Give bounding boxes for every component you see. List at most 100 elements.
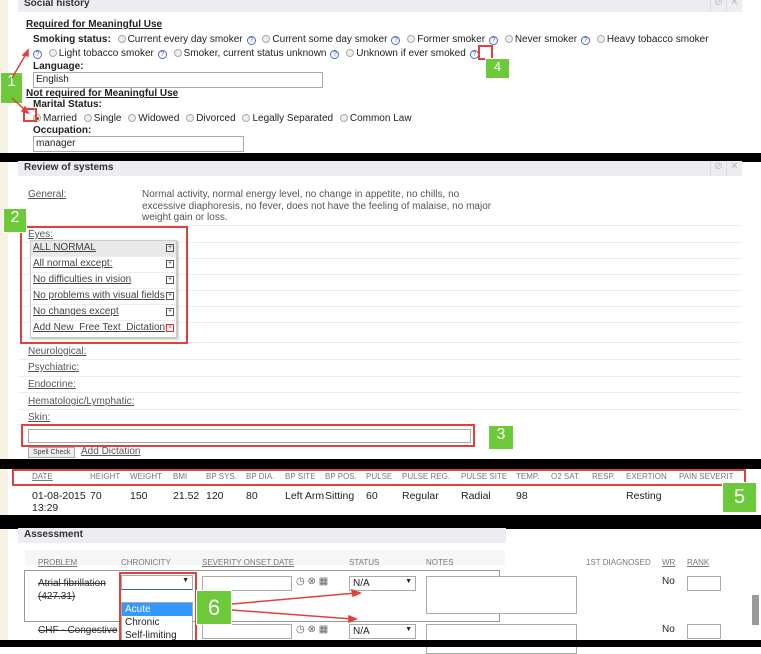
vitals-cell: Regular [402,490,439,502]
help-icon[interactable]: ? [157,50,167,59]
smoking-radio[interactable] [596,35,605,43]
system-neurological[interactable]: Neurological: [28,346,87,357]
vitals-column-header: BP POS. [325,472,357,481]
assessment-column-header[interactable]: WR [662,558,676,567]
clear-icon[interactable]: ⊗ [307,576,316,587]
rank-input[interactable] [687,624,721,639]
onset-date-input[interactable] [202,576,292,591]
assessment-column-header: CHRONICITY [121,558,171,567]
callout-box-textarea [21,424,475,447]
expand-icon[interactable]: + [166,244,174,252]
spell-check-button[interactable]: Spell Check [28,447,76,458]
onset-date-input[interactable] [202,624,292,639]
close-icon[interactable]: ✕ [726,0,742,12]
option-chronic[interactable]: Chronic [125,617,160,628]
smoking-radio[interactable] [173,49,182,57]
general-text: Normal activity, normal energy level, no… [142,189,492,223]
occupation-input[interactable]: manager [33,136,244,152]
marital-radio-selected[interactable] [33,114,41,122]
marital-option: Divorced [196,113,236,124]
date-tools: ◷ ⊗ ▦ [296,576,328,587]
add-dictation-link[interactable]: Add Dictation [81,446,141,457]
status-select[interactable]: N/A ▼ [349,624,416,639]
smoking-radio[interactable] [48,49,57,57]
add-new-link[interactable]: Add New [33,322,74,333]
divider [18,242,742,243]
skin-textarea[interactable] [28,429,471,443]
marital-radio[interactable] [83,114,92,122]
smoking-radio[interactable] [117,35,126,43]
clock-icon[interactable]: ◷ [296,576,305,587]
popup-item[interactable]: All normal except: + [31,257,176,273]
status-select[interactable]: N/A ▼ [349,576,416,591]
marital-radio[interactable] [242,114,251,122]
system-endocrine[interactable]: Endocrine: [28,379,76,390]
smoking-radio[interactable] [504,35,513,43]
arrow-6a [231,592,357,605]
help-icon[interactable]: ? [581,36,591,45]
smoking-radio[interactable] [346,49,355,57]
dropdown-arrow-icon: ▼ [182,577,189,584]
smoking-option: Light tobacco smoker [58,48,154,59]
option-acute[interactable]: Acute [122,603,192,616]
popup-item-all-normal[interactable]: ALL NORMAL + [31,241,176,257]
date-tools: ◷ ⊗ ▦ [296,624,328,635]
vitals-column-header[interactable]: DATE [32,472,53,481]
popup-item[interactable]: No difficulties in vision + [31,273,176,289]
free-text-link[interactable]: Free Text [79,322,121,333]
eyes-label[interactable]: Eyes: [28,229,54,240]
smoking-radio[interactable] [262,35,271,43]
arrow-6b [231,609,353,620]
smoking-option: Current some day smoker [272,34,388,45]
system-hematologic[interactable]: Hematologic/Lymphatic: [28,396,135,407]
vitals-column-header: HEIGHT [90,472,121,481]
help-icon[interactable]: ? [33,50,42,59]
general-label[interactable]: General: [28,189,67,200]
expand-icon[interactable]: + [166,276,174,284]
close-icon[interactable]: ✕ [726,161,742,176]
clock-icon[interactable]: ◷ [296,624,305,635]
expand-icon[interactable]: + [166,260,174,268]
smoking-option: Smoker, current status unknown [183,48,327,59]
help-icon[interactable]: ? [489,36,499,45]
assessment-column-header[interactable]: RANK [687,558,710,567]
system-psychiatric[interactable]: Psychiatric: [28,362,80,373]
marital-radio[interactable] [128,114,137,122]
clear-icon[interactable]: ⊗ [307,624,316,635]
popup-item[interactable]: No problems with visual fields + [31,289,176,305]
close-popup-icon[interactable]: × [166,324,174,332]
calendar-icon[interactable]: ▦ [318,624,329,635]
assessment-column-header[interactable]: PROBLEM [38,558,78,567]
help-icon[interactable]: ? [391,36,401,45]
language-input[interactable]: English [33,72,323,88]
rank-input[interactable] [687,576,721,591]
assessment-column-header[interactable]: SEVERITY ONSET DATE [202,558,295,567]
occupation-label: Occupation: [33,125,92,136]
option-self-limiting[interactable]: Self-limiting [125,630,177,641]
assessment-header-row [25,550,505,565]
smoking-radio[interactable] [407,35,416,43]
expand-icon[interactable]: + [166,292,174,300]
marital-radio[interactable] [186,114,195,122]
badge-2: 2 [3,208,27,233]
popup-actions: Add New Free Text Dictation × [31,321,176,337]
divider [18,258,742,259]
vitals-column-header: WEIGHT [130,472,162,481]
marital-radio[interactable] [339,114,348,122]
dictation-link[interactable]: Dictation [126,322,166,333]
notes-textarea[interactable] [426,576,577,614]
expand-icon[interactable]: + [166,308,174,316]
popup-item[interactable]: No changes except + [31,305,176,321]
chronicity-select[interactable]: ▼ [121,575,193,590]
help-icon[interactable]: ? [330,50,340,59]
marital-option: Widowed [138,113,180,124]
help-icon[interactable]: ? [246,36,256,45]
disable-icon[interactable]: ⊘ [710,161,726,176]
divider [18,306,742,307]
disable-icon[interactable]: ⊘ [710,0,726,12]
dropdown-arrow-icon: ▼ [405,626,412,633]
system-skin[interactable]: Skin: [28,412,51,423]
calendar-icon[interactable]: ▦ [318,576,329,587]
scrollbar-thumb[interactable] [752,595,759,625]
divider [18,392,742,393]
